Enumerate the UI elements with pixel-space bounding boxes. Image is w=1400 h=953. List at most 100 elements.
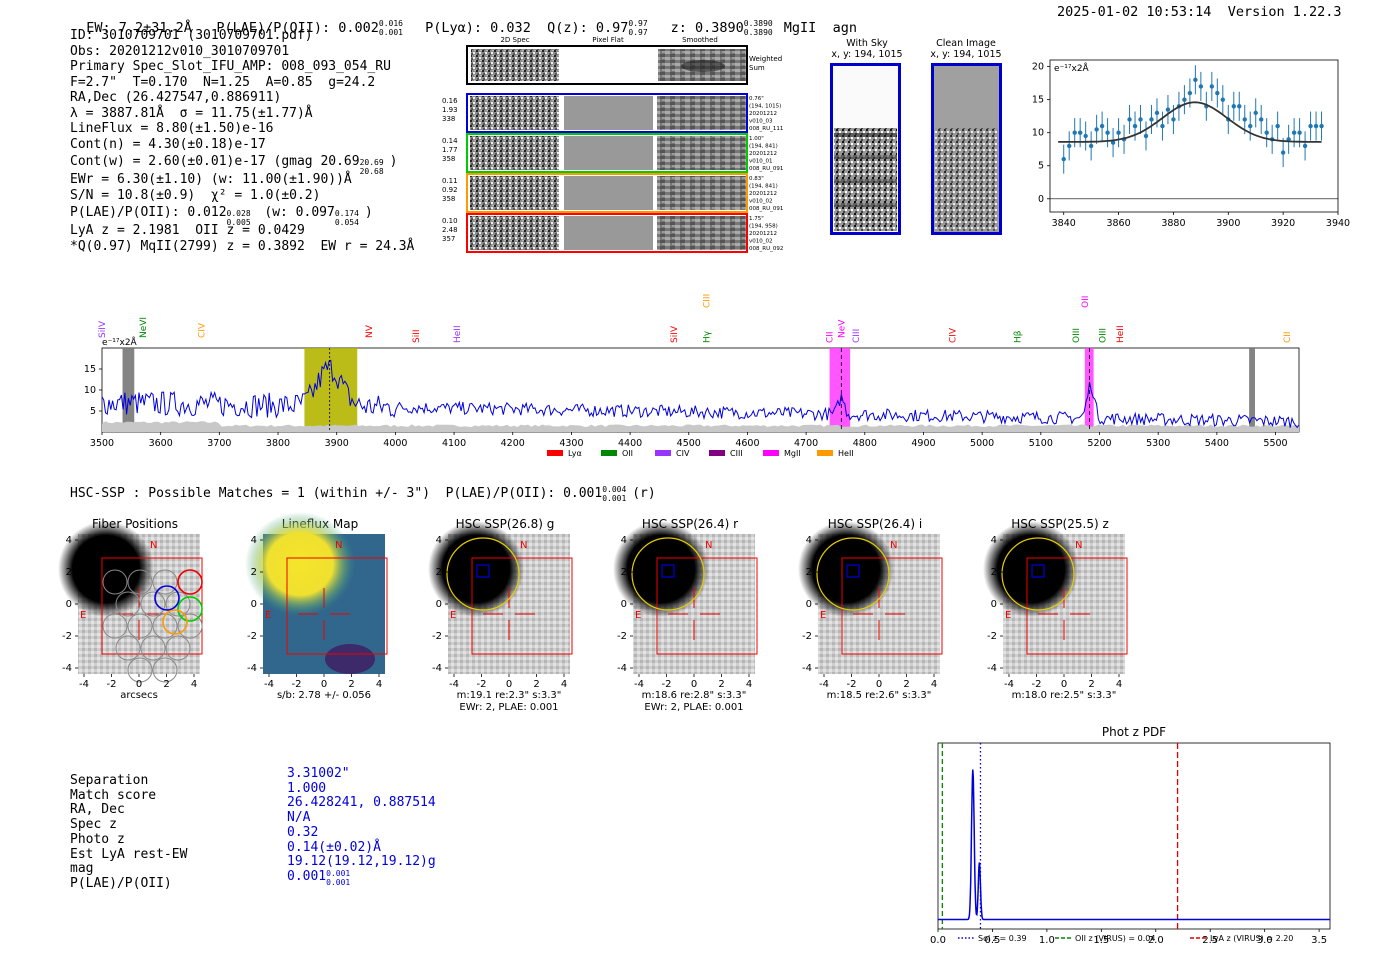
fiber-circle: [177, 613, 203, 639]
spectral-line-label: OIII: [1098, 328, 1108, 343]
weighted-label-2: Sum: [749, 64, 765, 72]
header-plae: P(LAE)/P(OII): 0.002: [216, 20, 379, 36]
info-spec: Primary Spec_Slot_IFU_AMP: 008_093_054_R…: [70, 59, 391, 74]
zoom-point: [1248, 123, 1253, 129]
zoom-fit-curve: [1058, 101, 1322, 143]
match-label-separation: Separation: [70, 773, 149, 788]
hsc-y-tick: -2: [62, 631, 72, 642]
hsc-y-tick: 4: [436, 535, 442, 546]
sky-images: [830, 63, 1002, 235]
zoom-point: [1088, 143, 1094, 149]
match-value-mag: 19.12(19.12,19.12)g: [287, 854, 436, 870]
hsc-x-tick: -4: [79, 679, 89, 690]
hsc-aperture-box: [471, 557, 573, 655]
cutout-row-right-label: 008_RU_091: [749, 206, 783, 212]
hsc-x-tick: 2: [903, 679, 909, 690]
hsc-x-tick: 4: [561, 679, 567, 690]
spectral-line-label: HeII: [1116, 325, 1126, 343]
hsc-x-tick: -2: [1032, 679, 1042, 690]
cutout-row-right-label: 0.83": [749, 176, 764, 182]
hsc-x-tick: 4: [931, 679, 937, 690]
spectrum-y-tick: 15: [84, 364, 96, 375]
cutout-row-left-label: 0.14: [442, 137, 458, 145]
hsc-east-label: E: [820, 610, 826, 621]
cutout-row-right-label: 0.76": [749, 96, 764, 102]
cutout-row-right-label: 008_RU_091: [749, 166, 783, 172]
info-lineflux: LineFlux = 8.80(±1.50)e-16: [70, 121, 274, 136]
zoom-y-tick: 5: [1038, 161, 1044, 172]
zoom-point: [1182, 97, 1187, 102]
photz-legend-label: OII z (VIRUS) = 0.04: [1075, 934, 1155, 943]
spectral-line-label: Hγ: [702, 330, 712, 343]
spectral-line-label: OIII: [1072, 328, 1082, 343]
cutout-row-right-label: v010_02: [749, 239, 773, 245]
spectrum-x-tick: 4200: [501, 438, 525, 449]
hsc-title: HSC-SSP : Possible Matches = 1 (within +…: [70, 486, 603, 501]
info-obs: Obs: 20201212v010_3010709701: [70, 43, 290, 59]
hsc-y-tick: 2: [436, 567, 442, 578]
hsc-title-suffix: (r): [632, 486, 656, 501]
match-label-lya-ew: Est LyA rest-EW: [70, 846, 188, 862]
spectrum-x-tick: 4400: [618, 438, 642, 449]
hsc-title-lo: 0.001: [602, 493, 627, 503]
zoom-point: [1242, 117, 1247, 122]
zoom-scale-label: e⁻¹⁷x2Å: [1054, 62, 1090, 74]
hsc-y-tick: 2: [991, 567, 997, 578]
zoom-point: [1319, 123, 1324, 129]
zoom-point: [1154, 110, 1160, 116]
hsc-x-tick: 2: [718, 679, 724, 690]
spectrum-sky-bg: [102, 421, 1299, 432]
zoom-x-tick: 3840: [1052, 218, 1076, 229]
hsc-x-tick: 2: [348, 679, 354, 690]
spectrum-x-tick: 5300: [1146, 438, 1170, 449]
spectrum-x-tick: 4800: [853, 438, 877, 449]
hsc-panels-group: Fiber PositionsNE-4-4-2-2002244arcsecsLi…: [58, 512, 1128, 713]
hsc-panel-caption: m:18.0 re:2.5" s:3.3": [1012, 690, 1117, 701]
hsc-y-tick: -2: [432, 631, 442, 642]
hsc-y-tick: 4: [806, 535, 812, 546]
match-plae-lo: 0.001: [326, 878, 351, 888]
spectral-line-label: CIV: [949, 327, 959, 343]
hsc-match-box: [476, 564, 490, 578]
header-z: z: 0.3890: [670, 20, 744, 36]
photz-legend-label: LyA z (VIRUS) = 2.20: [1210, 934, 1293, 943]
zoom-point: [1275, 123, 1280, 129]
header-z-lo: 0.3890: [743, 28, 773, 37]
hsc-y-tick: -2: [247, 631, 257, 642]
spectrum-highlight: [829, 348, 851, 432]
hsc-north-label: N: [150, 540, 157, 551]
zoom-point: [1171, 117, 1176, 122]
header-plya: P(Lyα): 0.032: [425, 20, 531, 36]
photz-x-tick: 1.5: [1093, 935, 1109, 946]
hsc-match-box: [661, 564, 675, 578]
hsc-x-tick: 4: [376, 679, 382, 690]
hsc-east-label: E: [635, 610, 641, 621]
hsc-x-tick: 0: [876, 679, 882, 690]
hsc-y-tick: 0: [806, 599, 812, 610]
weighted-label-1: Weighted: [749, 55, 782, 63]
spectrum-x-tick: 4700: [794, 438, 818, 449]
spectrum-legend-label: HeII: [838, 449, 854, 458]
photz-x-tick: 3.5: [1311, 935, 1327, 946]
zoom-point: [1138, 117, 1143, 122]
hsc-x-tick: 2: [1088, 679, 1094, 690]
spectrum-x-tick: 4500: [677, 438, 701, 449]
zoom-point: [1215, 90, 1220, 96]
spectral-line-label: CII: [826, 331, 836, 343]
hsc-aperture-box: [286, 557, 388, 655]
fiber-circle: [152, 613, 178, 639]
cutout-row-left-label: 0.11: [442, 177, 458, 185]
zoom-point: [1193, 77, 1198, 83]
hsc-y-tick: -4: [247, 663, 257, 674]
photz-legend-label: Sol z = 0.39: [978, 934, 1027, 943]
match-labels: Separation Match score RA, Dec Spec z Ph…: [70, 773, 188, 892]
weighted-sum-row: Weighted Sum: [466, 45, 782, 85]
